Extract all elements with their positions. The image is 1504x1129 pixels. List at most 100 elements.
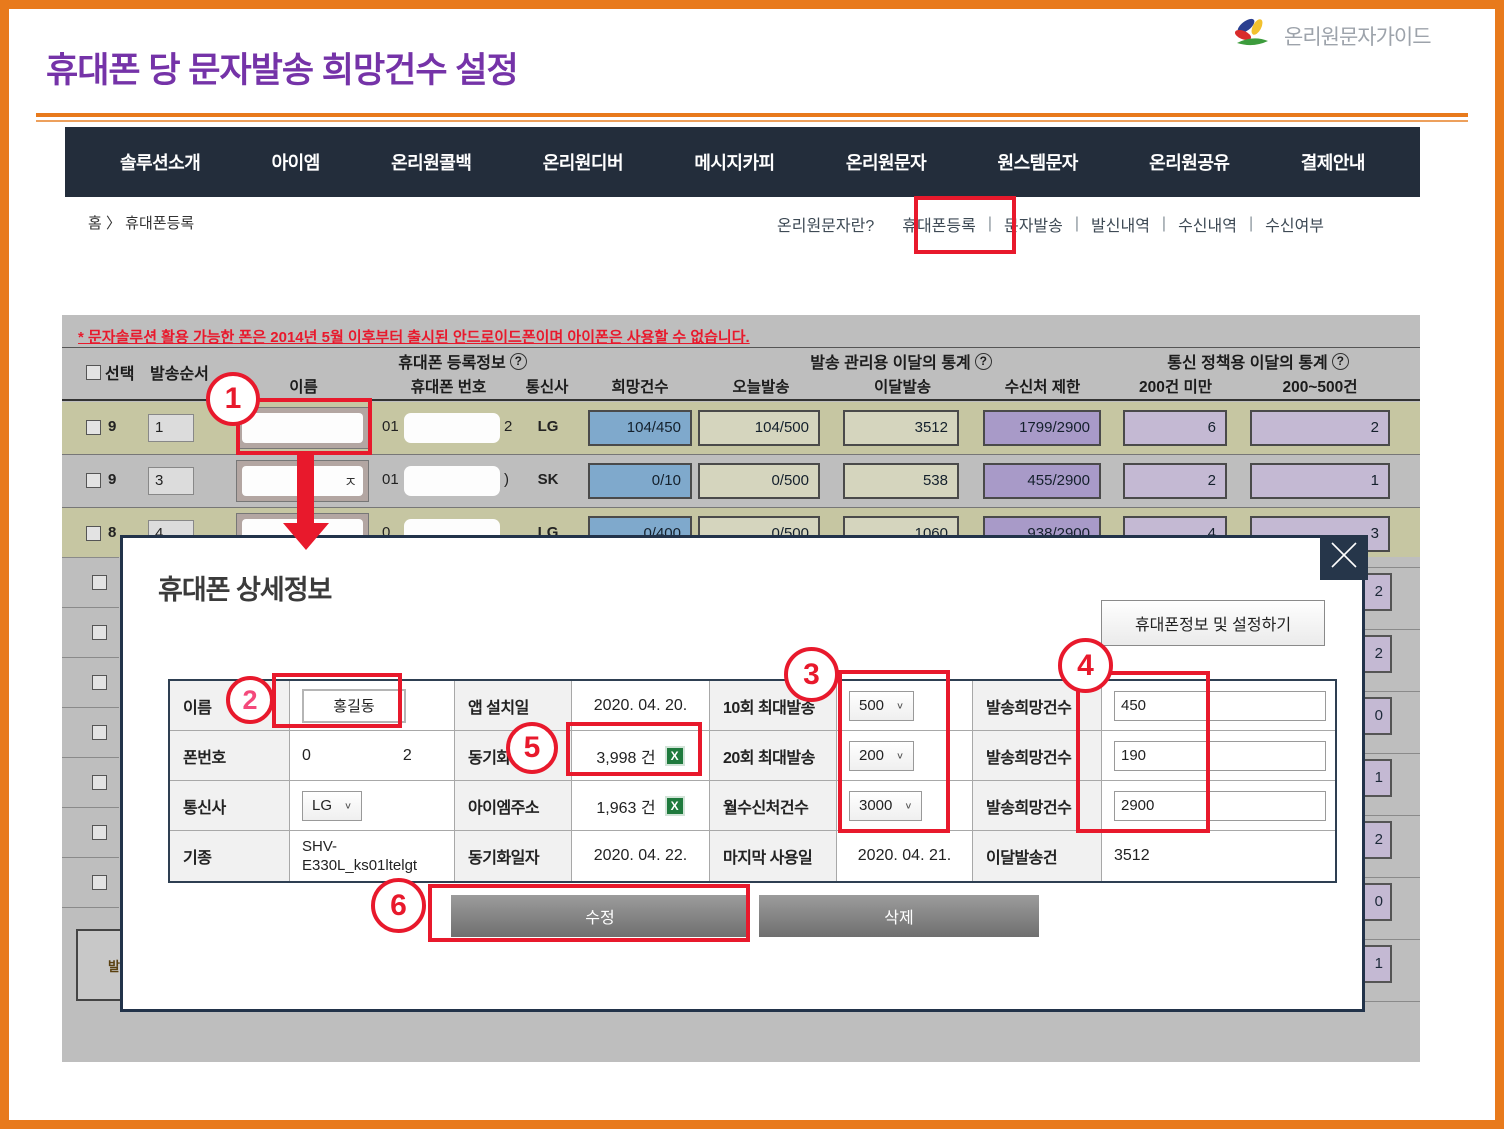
row-checkbox[interactable] bbox=[92, 775, 107, 790]
breadcrumb: 홈 〉 휴대폰등록 bbox=[88, 212, 194, 233]
breadcrumb-home[interactable]: 홈 bbox=[88, 215, 102, 232]
row-divider bbox=[1336, 629, 1420, 630]
nav-item-diver[interactable]: 온리원디버 bbox=[542, 153, 624, 173]
main-nav: 솔루션소개 아이엠 온리원콜백 온리원디버 메시지카피 온리원문자 원스템문자 … bbox=[65, 127, 1420, 197]
submenu-item-about[interactable]: 온리원문자란? bbox=[777, 218, 875, 235]
model-value: SHV- E330L_ks01ltelgt bbox=[290, 831, 455, 881]
hope2-cell bbox=[1102, 731, 1335, 781]
name-value-cell bbox=[290, 681, 455, 731]
hope1-input[interactable] bbox=[1114, 690, 1326, 721]
max20-cell: 200 ∨ bbox=[837, 731, 973, 781]
help-icon[interactable]: ? bbox=[509, 352, 527, 370]
max20-label: 20회 최대발송 bbox=[710, 731, 837, 781]
submenu-item-send[interactable]: 문자발송 bbox=[1003, 218, 1063, 235]
hope2-input[interactable] bbox=[1114, 740, 1326, 771]
row-divider bbox=[62, 557, 119, 558]
submenu-pipe: | bbox=[1074, 215, 1080, 232]
im-address-label: 아이엠주소 bbox=[455, 781, 572, 831]
nav-item-im[interactable]: 아이엠 bbox=[271, 153, 321, 173]
send-order-input[interactable]: 1 bbox=[148, 414, 194, 442]
partial-save-order-button[interactable]: 발 bbox=[76, 929, 124, 1001]
hope-count-cell: 104/450 bbox=[588, 410, 692, 446]
row-checkbox[interactable] bbox=[92, 575, 107, 590]
hope3-cell bbox=[1102, 781, 1335, 831]
group-header-policy-stats: 통신 정책용 이달의 통계? bbox=[1108, 349, 1408, 373]
divider-orange-thick bbox=[36, 113, 1468, 117]
row-divider bbox=[62, 707, 119, 708]
row-checkbox[interactable] bbox=[86, 526, 101, 541]
phone-number-label: 폰번호 bbox=[170, 731, 290, 781]
delete-button[interactable]: 삭제 bbox=[759, 895, 1039, 937]
col-limit-header: 수신처 제한 bbox=[1004, 379, 1081, 396]
annotation-arrow bbox=[297, 455, 314, 525]
excel-icon[interactable]: X bbox=[664, 745, 685, 766]
row-checkbox[interactable] bbox=[86, 473, 101, 488]
nav-item-share[interactable]: 온리원공유 bbox=[1149, 153, 1230, 173]
name-input[interactable] bbox=[302, 688, 406, 723]
name-cell[interactable] bbox=[236, 407, 369, 449]
phone-prefix: 01 bbox=[382, 418, 399, 435]
row-checkbox[interactable] bbox=[92, 625, 107, 640]
submenu-item-receive-status[interactable]: 수신여부 bbox=[1265, 218, 1325, 235]
submenu-item-phone-register[interactable]: 휴대폰등록 bbox=[902, 218, 976, 235]
send-order-input[interactable]: 3 bbox=[148, 467, 194, 495]
model-label: 기종 bbox=[170, 831, 290, 881]
max20-select[interactable]: 200 ∨ bbox=[849, 740, 915, 771]
nav-item-messagecopy[interactable]: 메시지카피 bbox=[694, 153, 775, 173]
col-carrier-header: 통신사 bbox=[525, 379, 569, 396]
excel-icon[interactable]: X bbox=[664, 795, 685, 816]
col-phone-header: 휴대폰 번호 bbox=[410, 379, 487, 396]
submenu-item-sent-history[interactable]: 발신내역 bbox=[1091, 218, 1150, 235]
annotation-circle-3: 3 bbox=[784, 647, 839, 702]
hope3-input[interactable] bbox=[1114, 790, 1326, 821]
col-month-header: 이달발송 bbox=[873, 379, 932, 396]
month-send-cell: 3512 bbox=[843, 410, 959, 446]
edit-button[interactable]: 수정 bbox=[451, 895, 749, 937]
row-checkbox[interactable] bbox=[86, 420, 101, 435]
col-hope-header: 희망건수 bbox=[611, 379, 669, 396]
phone-settings-button[interactable]: 휴대폰정보 및 설정하기 bbox=[1101, 600, 1325, 646]
annotation-circle-1: 1 bbox=[206, 372, 260, 426]
row-checkbox[interactable] bbox=[92, 825, 107, 840]
logo-bird-icon bbox=[1232, 16, 1274, 55]
nav-item-callback[interactable]: 온리원콜백 bbox=[391, 153, 472, 173]
nav-item-payment[interactable]: 결제안내 bbox=[1300, 153, 1366, 173]
max10-select[interactable]: 500 ∨ bbox=[849, 690, 915, 721]
200-500-cell: 2 bbox=[1250, 410, 1390, 446]
carrier-cell: SK bbox=[537, 471, 559, 488]
recipient-limit-cell: 1799/2900 bbox=[983, 410, 1101, 446]
help-icon[interactable]: ? bbox=[1331, 352, 1349, 370]
row-checkbox[interactable] bbox=[92, 675, 107, 690]
help-icon[interactable]: ? bbox=[974, 352, 992, 370]
row-checkbox[interactable] bbox=[92, 725, 107, 740]
row-divider bbox=[62, 907, 119, 908]
nav-item-solution[interactable]: 솔루션소개 bbox=[120, 153, 201, 173]
col-200-500-header: 200~500건 bbox=[1282, 379, 1358, 396]
last-used-label: 마지막 사용일 bbox=[710, 831, 837, 881]
breadcrumb-separator: 〉 bbox=[105, 215, 121, 232]
nav-item-onestep[interactable]: 원스템문자 bbox=[997, 153, 1079, 173]
chevron-down-icon: ∨ bbox=[344, 801, 353, 811]
max10-cell: 500 ∨ bbox=[837, 681, 973, 731]
month-send-value: 3512 bbox=[1102, 831, 1335, 881]
month-send-label: 이달발송건 bbox=[973, 831, 1102, 881]
submenu-item-received-history[interactable]: 수신내역 bbox=[1178, 218, 1237, 235]
phone-detail-modal: 휴대폰 상세정보 휴대폰정보 및 설정하기 이름 앱 설치일 2020. 04.… bbox=[120, 535, 1368, 1012]
logo: 온리원문자가이드 bbox=[1232, 16, 1432, 55]
group-header-send-stats: 발송 관리용 이달의 통계? bbox=[695, 349, 1107, 373]
annotation-box-hope-inputs bbox=[1076, 671, 1210, 833]
annotation-box-edit-button bbox=[428, 884, 750, 942]
col-today-header: 오늘발송 bbox=[732, 379, 790, 396]
select-all-checkbox[interactable] bbox=[86, 364, 101, 380]
phone-prefix: 0 bbox=[382, 524, 391, 541]
row-divider bbox=[1336, 753, 1420, 754]
phone-prefix: 01 bbox=[382, 471, 399, 488]
close-button[interactable] bbox=[1320, 535, 1368, 580]
row-divider bbox=[62, 507, 1420, 508]
monthly-recipient-select[interactable]: 3000 ∨ bbox=[849, 790, 923, 821]
row-checkbox[interactable] bbox=[92, 875, 107, 890]
row-divider bbox=[1336, 567, 1420, 568]
modal-title: 휴대폰 상세정보 bbox=[158, 575, 332, 605]
carrier-select[interactable]: LG ∨ bbox=[302, 790, 363, 821]
nav-item-onlyonesms[interactable]: 온리원문자 bbox=[845, 153, 927, 173]
